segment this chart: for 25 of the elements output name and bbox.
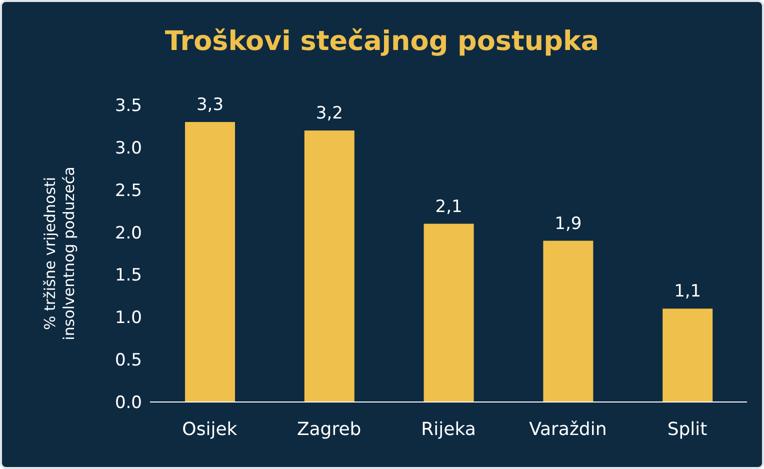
data-label: 2,1 (435, 196, 462, 217)
x-tick-label: Zagreb (296, 418, 362, 440)
x-tick-label: Varaždin (529, 418, 607, 440)
bar (543, 240, 594, 402)
y-tick-label: 0.5 (114, 350, 142, 371)
x-tick-label: Split (667, 418, 708, 440)
y-tick-label: 2.5 (114, 180, 142, 201)
y-tick-label: 0.0 (114, 393, 142, 414)
y-tick-label: 1.5 (114, 266, 142, 286)
y-tick-label: 3.5 (114, 96, 142, 116)
chart-title: Troškovi stečajnog postupka (164, 26, 600, 57)
x-tick-label: Osijek (182, 418, 238, 440)
y-tick-label: 3.0 (114, 138, 142, 158)
y-tick-label: 2.0 (114, 223, 142, 244)
y-tick-label: 1.0 (114, 308, 142, 328)
data-label: 1,9 (554, 214, 582, 234)
data-label: 3,2 (316, 103, 343, 124)
x-tick-label: Rijeka (421, 418, 476, 440)
bar (185, 122, 235, 402)
data-label: 1,1 (674, 282, 702, 302)
data-label: 3,3 (196, 94, 224, 115)
y-axis-title: % tržišne vrijednosti insolventnog poduzeća (41, 166, 78, 340)
bar (662, 308, 713, 402)
bar (304, 130, 354, 402)
bar (424, 224, 474, 402)
